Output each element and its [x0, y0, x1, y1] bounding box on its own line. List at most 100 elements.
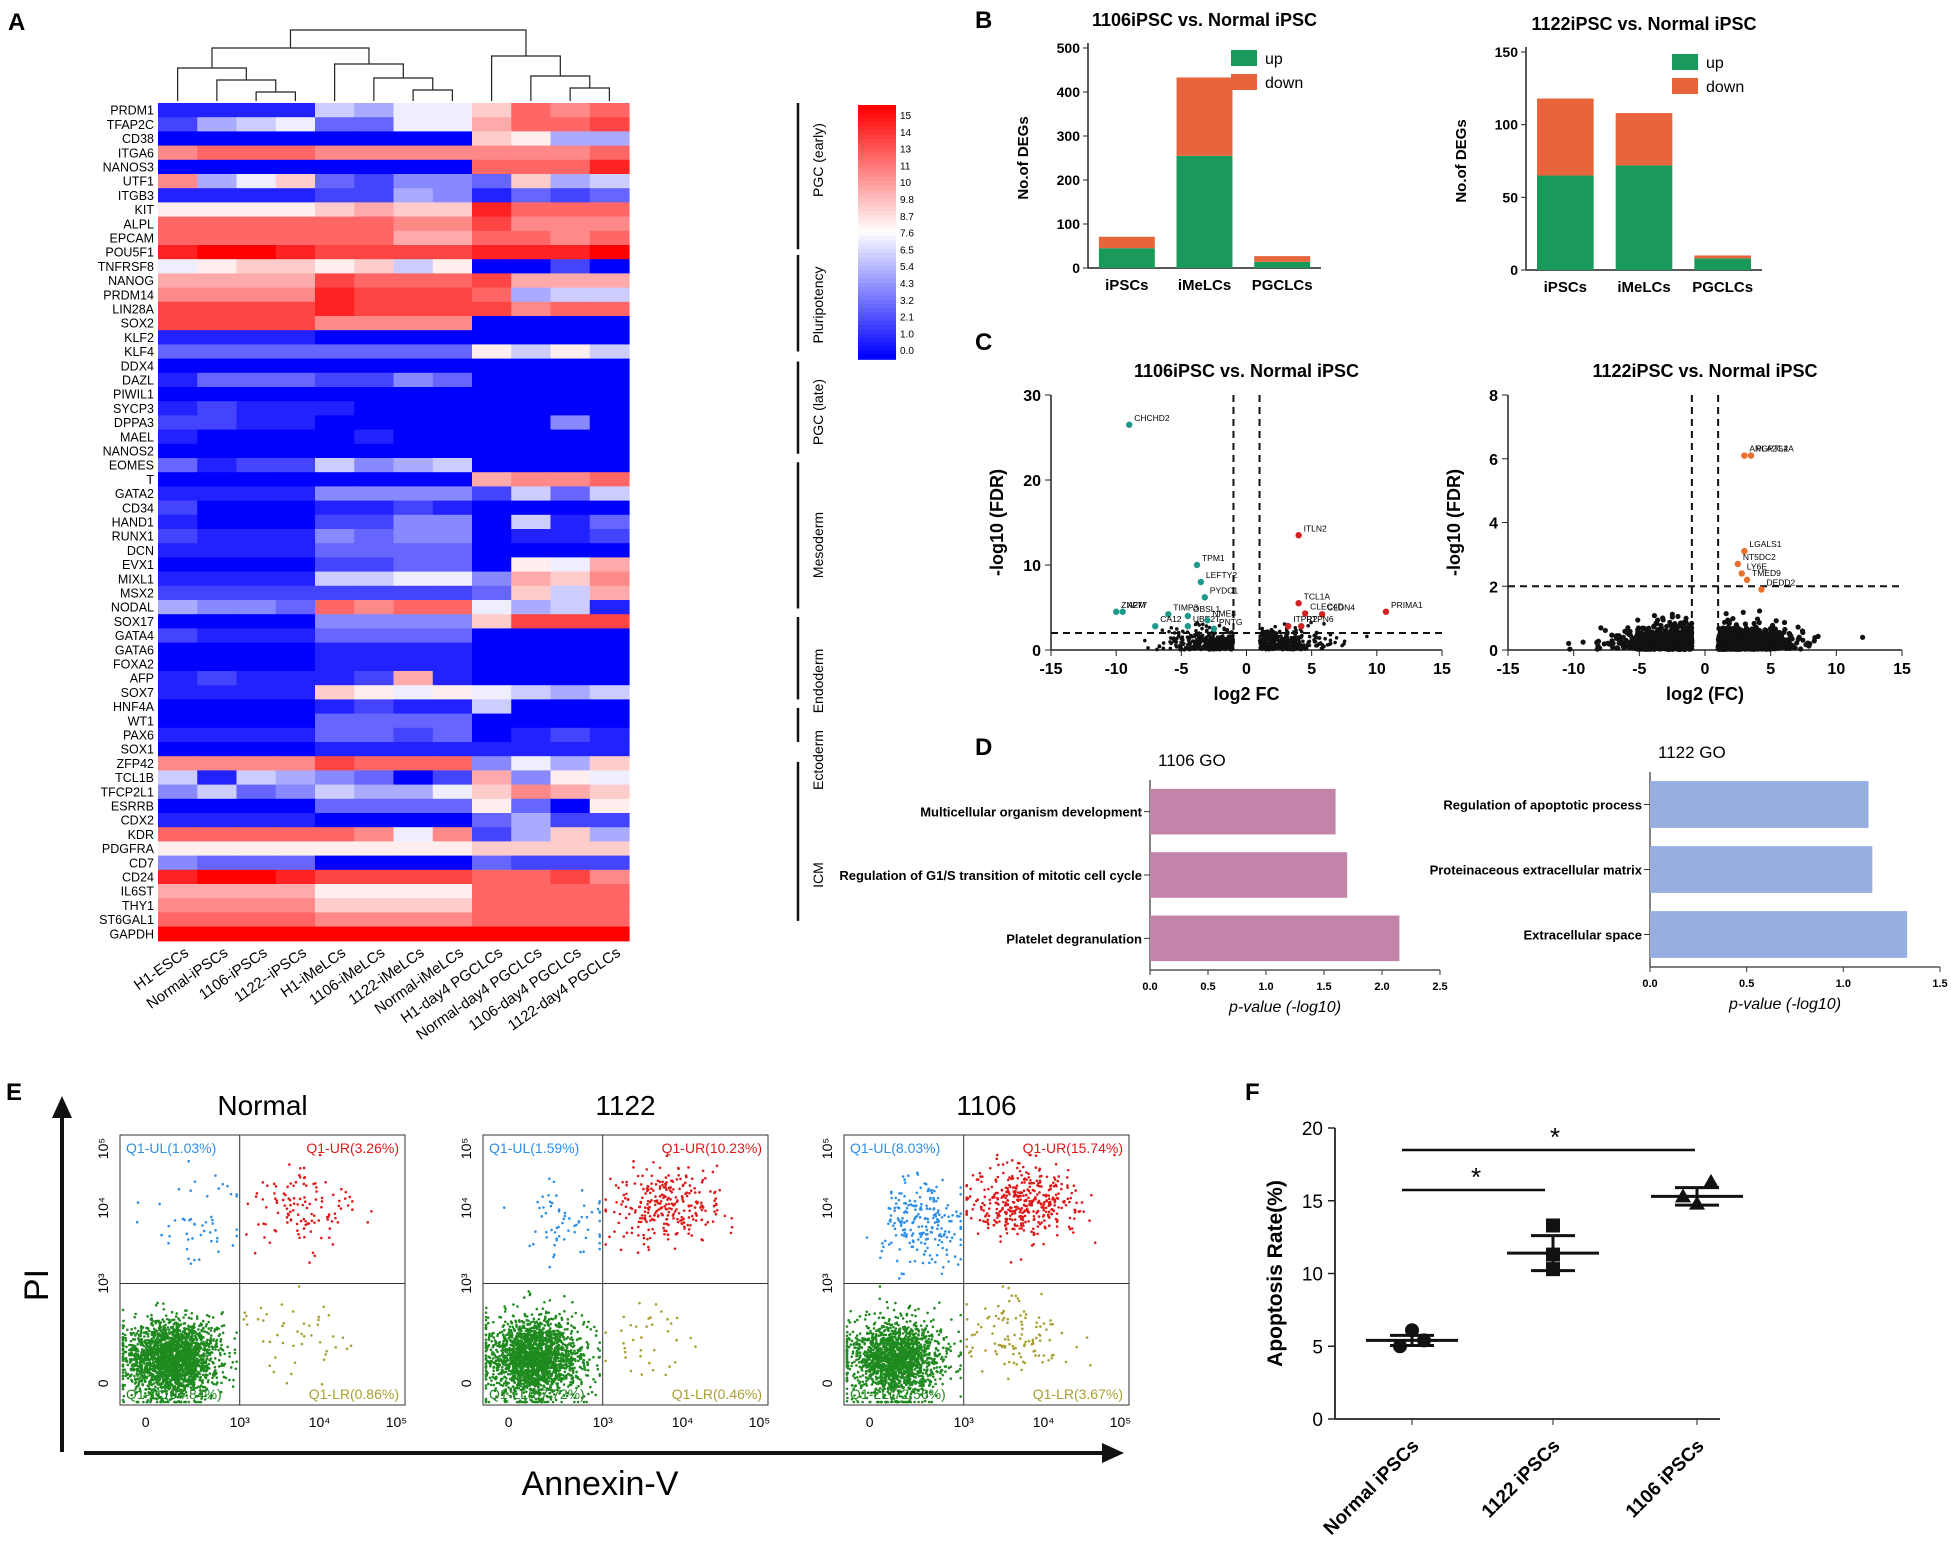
heatmap-cell	[394, 273, 434, 288]
flow-event-point	[234, 1352, 237, 1355]
heatmap-cell	[276, 799, 316, 814]
background-point	[1181, 629, 1185, 633]
flow-event-point	[311, 1219, 314, 1222]
flow-event-point	[185, 1233, 188, 1236]
heatmap-cell	[511, 912, 551, 927]
flow-event-point	[217, 1187, 220, 1190]
heatmap-cell	[590, 415, 630, 430]
heatmap-cell	[197, 472, 237, 487]
flow-event-point	[209, 1359, 212, 1362]
heatmap-row-label: ESRRB	[111, 800, 154, 814]
heatmap-cell	[158, 472, 198, 487]
heatmap-cell	[433, 586, 473, 601]
flow-event-point	[351, 1208, 354, 1211]
heatmap-cell	[472, 870, 512, 885]
heatmap-cell	[315, 827, 355, 842]
heatmap-cell	[551, 288, 591, 303]
heatmap-cell	[315, 160, 355, 175]
go-term-label: Extracellular space	[1523, 928, 1642, 943]
heatmap-cell	[590, 898, 630, 913]
background-point	[1186, 630, 1190, 634]
flow-event-point	[214, 1366, 217, 1369]
background-point	[1679, 634, 1684, 639]
heatmap-cell	[394, 330, 434, 345]
heatmap-row-label: SOX7	[121, 686, 154, 700]
flow-event-point	[286, 1221, 289, 1224]
heatmap-cell	[472, 359, 512, 374]
heatmap-cell	[472, 486, 512, 501]
heatmap-cell	[276, 515, 316, 530]
heatmap-cell	[158, 387, 198, 402]
go-term-label: Multicellular organism development	[920, 805, 1142, 820]
heatmap-cell	[354, 344, 394, 359]
heatmap-cell	[158, 742, 198, 757]
heatmap-cell	[354, 302, 394, 317]
bar-up	[1694, 258, 1751, 270]
background-point	[1286, 632, 1290, 636]
background-point	[1803, 642, 1808, 647]
heatmap-row-label: IL6ST	[121, 885, 155, 899]
flow-event-point	[138, 1365, 141, 1368]
heatmap-cell	[197, 444, 237, 459]
flow-event-point	[122, 1320, 125, 1323]
group-label: ICM	[810, 862, 826, 888]
x-tick-label: 0.0	[1142, 981, 1157, 993]
heatmap-cell	[511, 515, 551, 530]
background-point	[1263, 642, 1267, 646]
heatmap-cell	[158, 856, 198, 871]
flow-event-point	[207, 1321, 210, 1324]
heatmap-cell	[511, 188, 551, 203]
heatmap-cell	[551, 628, 591, 643]
heatmap-cell	[315, 870, 355, 885]
heatmap-cell	[237, 302, 277, 317]
flow-event-point	[126, 1329, 129, 1332]
heatmap-cell	[237, 813, 277, 828]
heatmap-cell	[197, 671, 237, 686]
heatmap-cell	[276, 344, 316, 359]
heatmap-cell	[315, 572, 355, 587]
heatmap-cell	[394, 188, 434, 203]
heatmap-cell	[237, 245, 277, 260]
background-point	[1204, 642, 1208, 646]
flow-event-point	[235, 1193, 238, 1196]
heatmap-cell	[590, 316, 630, 331]
heatmap-cell	[354, 884, 394, 899]
heatmap-cell	[394, 827, 434, 842]
heatmap-cell	[197, 870, 237, 885]
x-tick-label: -10	[1562, 661, 1585, 678]
chart-title: 1122iPSC vs. Normal iPSC	[1592, 361, 1817, 381]
background-point	[1635, 617, 1640, 622]
heatmap-cell	[276, 756, 316, 771]
heatmap-cell	[315, 912, 355, 927]
heatmap-cell	[315, 856, 355, 871]
heatmap-cell	[511, 231, 551, 246]
heatmap-cell	[315, 884, 355, 899]
heatmap-cell	[315, 643, 355, 658]
flow-event-point	[235, 1367, 238, 1370]
flow-event-point	[122, 1371, 125, 1374]
heatmap-cell	[590, 770, 630, 785]
heatmap-cell	[472, 501, 512, 516]
heatmap-cell	[590, 330, 630, 345]
heatmap-cell	[158, 799, 198, 814]
heatmap-cell	[394, 841, 434, 856]
heatmap-cell	[394, 770, 434, 785]
background-point	[1679, 640, 1684, 645]
flow-event-point	[217, 1250, 220, 1253]
heatmap-row-label: KIT	[135, 203, 155, 217]
background-point	[1301, 639, 1305, 643]
heatmap-cell	[237, 927, 277, 942]
flow-event-point	[347, 1204, 350, 1207]
heatmap-cell	[394, 699, 434, 714]
background-point	[1321, 646, 1325, 650]
heatmap-cell	[433, 699, 473, 714]
background-point	[1796, 624, 1801, 629]
heatmap-cell	[276, 898, 316, 913]
heatmap-row-label: TCL1B	[115, 771, 154, 785]
heatmap-cell	[472, 799, 512, 814]
flow-event-point	[304, 1200, 307, 1203]
heatmap-cell	[551, 856, 591, 871]
heatmap-cell	[590, 927, 630, 942]
background-point	[1727, 621, 1732, 626]
heatmap-cell	[354, 643, 394, 658]
